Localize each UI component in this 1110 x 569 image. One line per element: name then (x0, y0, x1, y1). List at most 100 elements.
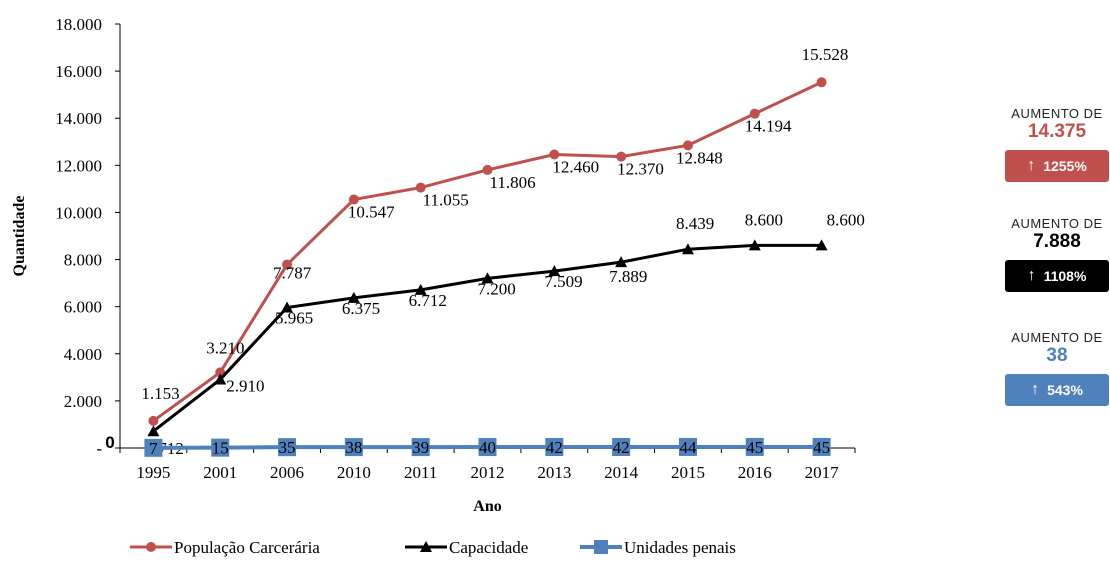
data-label: 40 (479, 438, 496, 457)
data-point (816, 77, 827, 88)
increase-caption: AUMENTO DE (1011, 330, 1103, 345)
data-label: 5.965 (275, 308, 313, 327)
x-tick-label: 1995 (136, 463, 170, 482)
increase-value: 38 (1046, 345, 1068, 366)
data-point (281, 301, 294, 313)
data-point (478, 438, 497, 457)
data-point (545, 438, 564, 457)
data-label: 1.153 (141, 384, 179, 403)
data-label: 35 (279, 438, 296, 457)
y-tick-label: 18.000 (55, 15, 102, 34)
data-point (211, 438, 230, 457)
legend-label: População Carcerária (174, 538, 320, 557)
data-point (549, 149, 560, 160)
data-point (282, 259, 293, 270)
data-label: 8.600 (745, 210, 783, 229)
data-point (681, 243, 694, 255)
data-point (278, 438, 297, 457)
increase-value: 7.888 (1033, 231, 1081, 252)
data-label: 38 (345, 438, 362, 457)
data-label: 12.460 (552, 157, 599, 176)
data-label: 6.712 (409, 291, 447, 310)
x-tick-label: 2006 (270, 463, 304, 482)
data-label: 42 (613, 438, 630, 457)
y-tick-label: 16.000 (55, 62, 102, 81)
legend-marker (594, 540, 608, 554)
data-point (612, 438, 631, 457)
data-point (214, 373, 227, 385)
data-label: 8.600 (827, 210, 865, 229)
data-label: 2.910 (226, 376, 264, 395)
y-tick-label: 4.000 (64, 345, 102, 364)
arrow-up-icon: ↑ (1027, 267, 1036, 284)
data-label: 39 (412, 438, 429, 457)
x-axis-title: Ano (473, 498, 501, 515)
increase-badge: ↑ 1255% (1005, 150, 1109, 182)
data-label: 7 (149, 439, 158, 458)
data-label: 7.787 (273, 264, 312, 283)
x-tick-label: 2010 (337, 463, 371, 482)
data-point (414, 283, 427, 295)
increase-caption: AUMENTO DE (1011, 106, 1103, 121)
data-point (344, 438, 363, 457)
data-point (682, 140, 693, 151)
data-label: 14.194 (745, 117, 792, 136)
x-tick-label: 2001 (203, 463, 237, 482)
arrow-up-icon: ↑ (1031, 381, 1040, 398)
data-point (147, 425, 160, 437)
y-tick-label: 2.000 (64, 392, 102, 411)
zero-annotation: 0 (105, 433, 114, 452)
data-point (812, 437, 831, 456)
increase-value: 14.375 (1027, 121, 1087, 142)
increase-panel-units: AUMENTO DE 38 ↑ 543% (995, 330, 1110, 406)
data-point (482, 164, 493, 175)
data-label: 7.200 (478, 279, 516, 298)
data-point (144, 438, 163, 457)
data-label: 11.055 (423, 191, 469, 210)
data-label: 3.210 (206, 338, 244, 357)
x-tick-label: 2013 (537, 463, 571, 482)
y-tick-label: 14.000 (55, 109, 102, 128)
data-point (411, 438, 430, 457)
data-label: 12.848 (676, 148, 723, 167)
y-tick-label: 10.000 (55, 203, 102, 222)
x-tick-label: 2017 (805, 463, 840, 482)
increase-panel-population: AUMENTO DE 14.375 ↑ 1255% (995, 106, 1110, 182)
data-label: 11.806 (490, 173, 536, 192)
increase-percent: 543% (1047, 382, 1083, 398)
legend-marker (146, 542, 156, 552)
data-point (815, 239, 828, 251)
data-label: 15 (212, 439, 229, 458)
data-point (749, 108, 760, 119)
data-label: 42 (546, 438, 563, 457)
data-label: 7.509 (544, 272, 582, 291)
data-label: 12.370 (617, 160, 664, 179)
arrow-up-icon: ↑ (1027, 157, 1036, 174)
y-axis-title: Quantidade (11, 196, 28, 277)
data-label: 6.375 (342, 299, 380, 318)
data-label: 44 (679, 438, 697, 457)
data-point (481, 272, 494, 284)
y-tick-label: - (96, 439, 102, 458)
x-tick-label: 2012 (471, 463, 505, 482)
y-tick-label: 12.000 (55, 156, 102, 175)
legend-marker (420, 541, 432, 552)
data-point (415, 182, 426, 193)
data-label: 45 (813, 438, 830, 457)
data-point (548, 265, 561, 277)
increase-percent: 1108% (1043, 268, 1087, 284)
data-point (616, 151, 627, 162)
data-point (615, 256, 628, 268)
data-label: 10.547 (348, 203, 395, 222)
data-point (347, 291, 360, 303)
x-tick-label: 2015 (671, 463, 705, 482)
x-tick-label: 2016 (738, 463, 772, 482)
series-line (152, 80, 823, 423)
increase-badge: ↑ 1108% (1005, 260, 1109, 292)
data-point (678, 437, 697, 456)
data-point (745, 437, 764, 456)
increase-caption: AUMENTO DE (1011, 216, 1103, 231)
y-tick-label: 8.000 (64, 251, 102, 270)
increase-panel-capacity: AUMENTO DE 7.888 ↑ 1108% (995, 216, 1110, 292)
